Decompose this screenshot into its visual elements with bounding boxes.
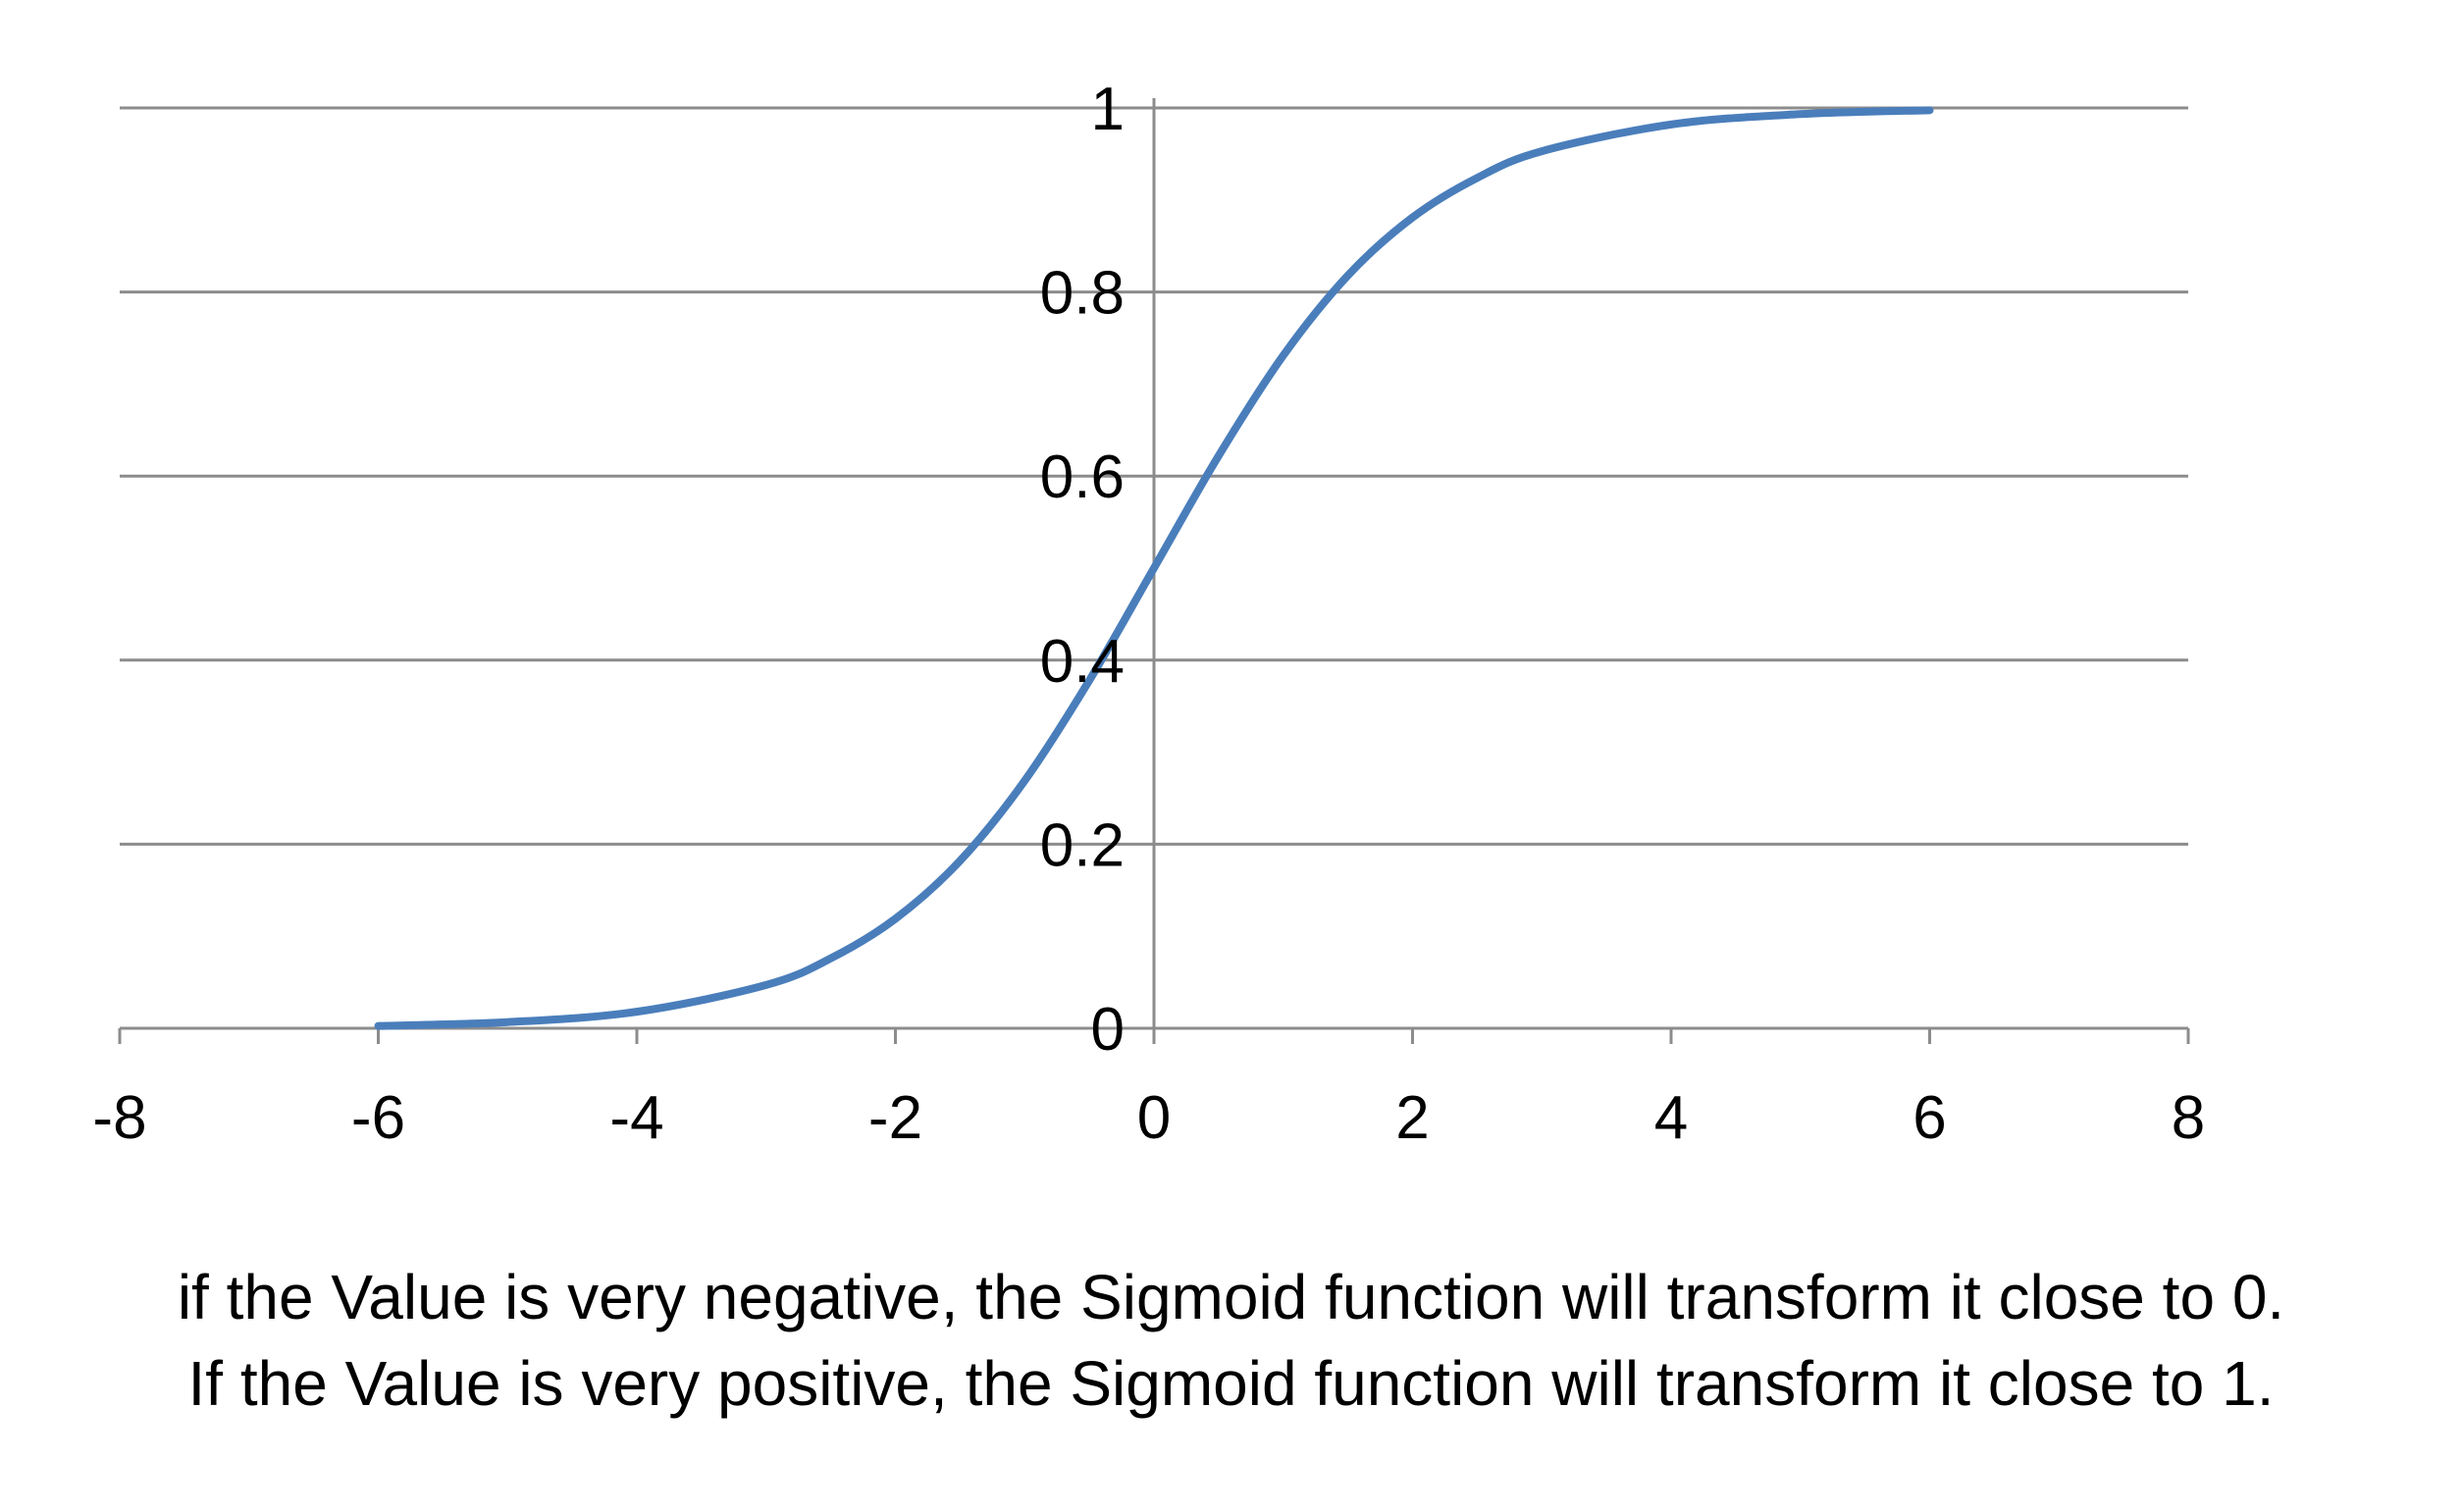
x-tick-label: 0 [1137,1084,1171,1152]
sigmoid-series-line [374,106,1934,1030]
tick-labels: 0 0.2 0.4 0.6 0.8 1 -8 -6 -4 -2 0 2 4 6 8 [92,76,2205,1152]
x-tick-label: -6 [351,1084,405,1152]
x-tick-label: 8 [2172,1084,2205,1152]
caption-line-2: If the Value is very positive, the Sigmo… [187,1348,2275,1419]
y-tick-label: 0.8 [1040,260,1125,328]
x-tick-label: -8 [92,1084,146,1152]
x-tick-label: 2 [1395,1084,1429,1152]
caption-line-1: if the Value is very negative, the Sigmo… [177,1262,2285,1332]
y-tick-label: 0.2 [1040,811,1125,879]
y-tick-label: 1 [1091,76,1125,143]
series-layer [374,106,1934,1030]
x-tick-label: 6 [1912,1084,1946,1152]
y-tick-label: 0.6 [1040,443,1125,511]
x-tick-label: 4 [1654,1084,1688,1152]
y-tick-label: 0.4 [1040,628,1125,696]
y-tick-label: 0 [1091,996,1125,1064]
x-tick-label: -2 [868,1084,922,1152]
x-tick-label: -4 [609,1084,663,1152]
